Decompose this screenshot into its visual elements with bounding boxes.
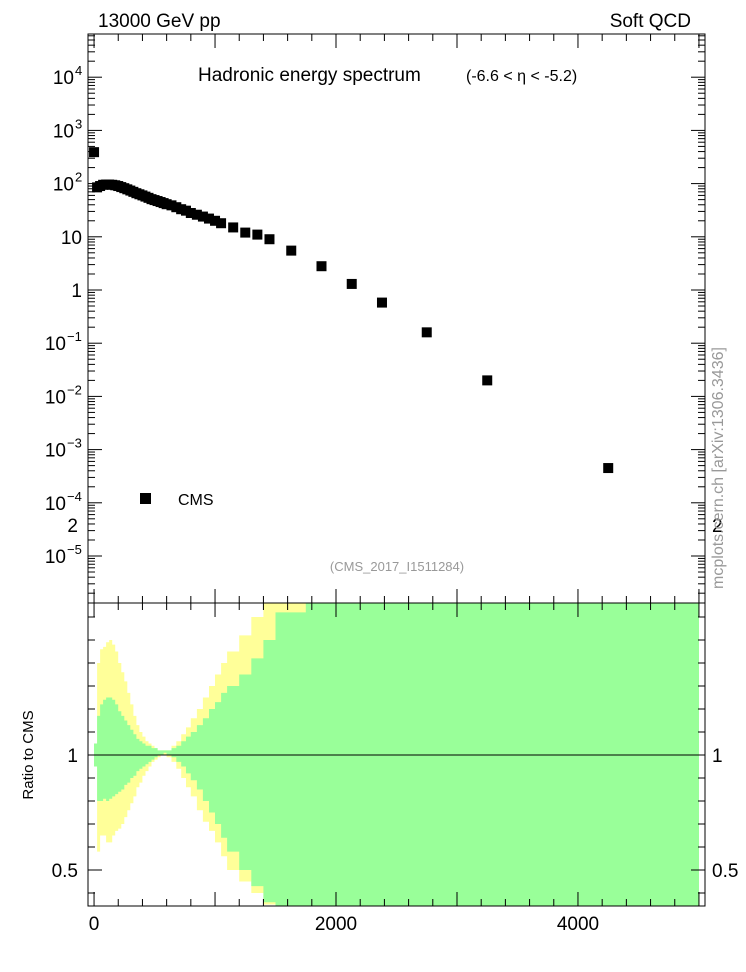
main-y-tick-label: 10 [61, 228, 82, 249]
main-y-tick-label: 10 [53, 68, 74, 89]
main-y-tick-label: 1 [71, 281, 82, 302]
cms-data-point [286, 245, 297, 256]
cms-data-point [240, 227, 251, 238]
legend: CMS [140, 492, 214, 509]
main-y-tick-label: 10 [45, 547, 66, 568]
header-left-label: 13000 GeV pp [98, 11, 221, 32]
analysis-tag: (CMS_2017_I1511284) [330, 559, 464, 574]
main-y-tick-exponent: 2 [75, 170, 82, 185]
main-y-tick-label: 10 [53, 121, 74, 142]
cms-data-points [89, 147, 614, 474]
ratio-y-axis-label: Ratio to CMS [20, 710, 37, 799]
ratio-axis-ticks [88, 603, 705, 906]
cms-data-point [346, 278, 357, 289]
cms-data-point [197, 211, 208, 222]
cms-data-point [603, 463, 614, 474]
legend-marker-cms [140, 493, 151, 504]
ratio-x-tick-label: 0 [89, 914, 100, 935]
main-y-tick-exponent: 3 [75, 116, 82, 131]
cms-data-point [89, 147, 100, 158]
cms-data-point [316, 261, 327, 272]
cms-data-point [210, 215, 221, 226]
main-y-tick-label: 10 [45, 494, 66, 515]
main-y-tick-exponent: 4 [75, 63, 82, 78]
main-y-tick-label: 10 [45, 387, 66, 408]
main-y-tick-exponent: −4 [67, 489, 82, 504]
ratio-y-tick-label-right: 1 [712, 746, 723, 767]
cms-data-point [216, 218, 227, 229]
ratio-y-tick-label-right: 0.5 [712, 861, 738, 882]
main-y-tick-label: 10 [53, 175, 74, 196]
chart-subtitle: (-6.6 < η < -5.2) [466, 68, 577, 85]
main-panel-frame [87, 33, 706, 604]
cms-data-point [482, 375, 493, 386]
ratio-y-tick-label-left: 1 [67, 746, 78, 767]
cms-data-point [203, 213, 214, 224]
main-y-tick-exponent: −2 [67, 382, 82, 397]
cms-data-point [191, 209, 202, 220]
main-y-tick-exponent: −1 [67, 329, 82, 344]
ratio-panel: 0.5 0.5 1 1 2 2 0 2000 4000 Ratio to CMS [20, 516, 739, 935]
legend-label-cms: CMS [178, 492, 214, 509]
ratio-y-tick-label-right: 2 [712, 516, 723, 537]
ratio-x-tick-label: 4000 [557, 914, 599, 935]
cms-data-point [264, 234, 275, 245]
cms-data-point [228, 222, 239, 233]
header-right-label: Soft QCD [610, 11, 691, 32]
watermark: mcplots.cern.ch [arXiv:1306.3436] [710, 347, 727, 589]
main-y-tick-label: 10 [45, 441, 66, 462]
ratio-tick-labels: 0.5 0.5 1 1 2 2 0 2000 4000 [52, 516, 739, 935]
ratio-x-tick-label: 2000 [315, 914, 357, 935]
main-y-tick-exponent: −3 [67, 436, 82, 451]
main-y-tick-label: 10 [45, 334, 66, 355]
ratio-y-tick-label-left: 0.5 [52, 861, 78, 882]
cms-data-point [376, 297, 387, 308]
ratio-y-tick-label-left: 2 [67, 516, 78, 537]
cms-data-point [421, 327, 432, 338]
chart-title: Hadronic energy spectrum [198, 65, 421, 86]
main-y-tick-exponent: −5 [67, 542, 82, 557]
cms-data-point [185, 208, 196, 219]
cms-data-point [252, 229, 263, 240]
